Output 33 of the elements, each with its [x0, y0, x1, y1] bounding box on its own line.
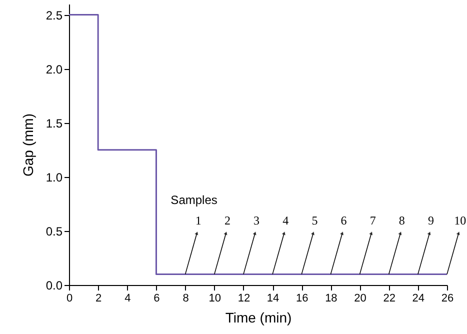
x-tick-label: 20: [354, 292, 366, 304]
x-tick-label: 26: [441, 292, 454, 304]
annotation: 6: [340, 214, 347, 228]
x-tick-label: 12: [238, 292, 250, 304]
annotation: 5: [312, 214, 318, 228]
x-tick-label: 18: [325, 292, 338, 304]
x-tick-label: 2: [96, 292, 102, 304]
y-axis-title: Gap (mm): [20, 114, 36, 176]
annotation: 1: [195, 214, 202, 228]
y-tick-label: 2.5: [46, 8, 63, 22]
x-tick-label: 14: [266, 292, 280, 304]
annotation: 8: [398, 214, 405, 228]
x-tick-label: 16: [296, 292, 308, 304]
x-axis-title: Time (min): [225, 310, 292, 326]
x-tick-label: 0: [66, 292, 73, 304]
annotation: 3: [254, 214, 260, 228]
annotation: 10: [454, 214, 466, 228]
annotation: 4: [282, 214, 289, 228]
x-tick-label: 4: [124, 292, 131, 304]
y-tick-label: 1.5: [46, 116, 63, 130]
x-tick-label: 22: [383, 292, 396, 304]
x-tick-label: 10: [208, 292, 222, 304]
annotation: 9: [428, 214, 434, 228]
x-tick-label: 8: [182, 292, 189, 304]
y-tick-label: 0.5: [46, 224, 63, 238]
annotation: 7: [370, 214, 376, 228]
annotation: Samples: [170, 193, 218, 208]
x-tick-label: 6: [154, 292, 160, 304]
y-tick-label: 2.0: [46, 62, 63, 76]
annotation: 2: [224, 214, 230, 228]
y-tick-label: 1.0: [46, 170, 63, 184]
x-tick-label: 24: [412, 292, 425, 304]
y-tick-label: 0.0: [46, 278, 63, 292]
